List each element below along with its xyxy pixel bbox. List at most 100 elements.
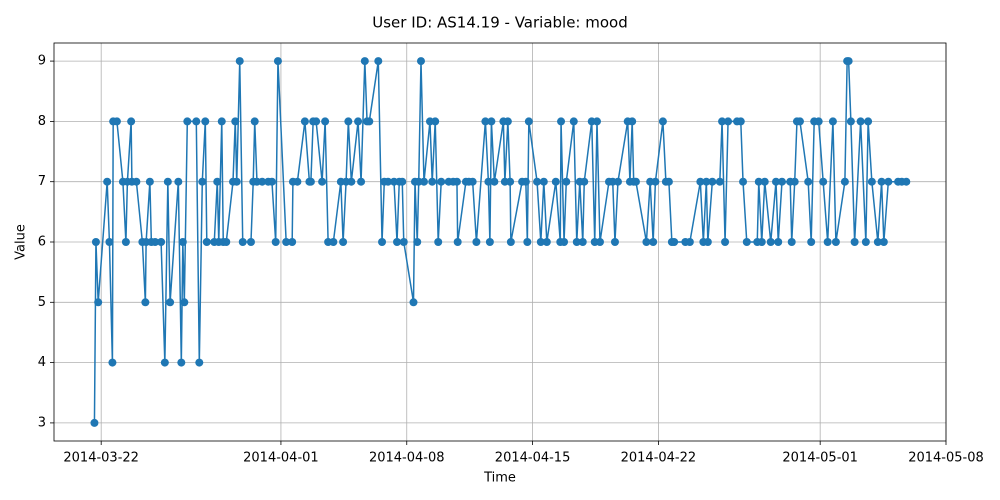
data-point [174,177,183,186]
data-point [94,298,103,307]
data-point [754,177,763,186]
data-point [354,117,363,126]
x-tick-label: 2014-05-01 [782,451,858,466]
data-point [533,177,542,186]
data-point [288,238,297,246]
data-point [840,177,849,186]
data-point [795,117,804,126]
data-point [357,177,366,186]
data-point [828,117,837,126]
data-point [217,117,226,126]
data-point [787,238,796,246]
data-point [484,177,493,186]
data-point [246,238,255,246]
data-point [774,238,783,246]
data-point [844,57,853,66]
data-point [192,117,201,126]
data-point [873,238,882,246]
data-point [580,177,589,186]
data-point [856,117,865,126]
data-point [282,238,291,246]
data-point [487,117,496,126]
data-point [374,57,383,66]
data-point [472,238,481,246]
data-point [163,177,172,186]
data-point [481,117,490,126]
data-point [658,117,667,126]
chart-title: User ID: AS14.19 - Variable: mood [372,14,627,32]
data-point [864,117,873,126]
data-point [378,238,387,246]
data-point [347,177,356,186]
data-point [715,177,724,186]
data-point [145,177,154,186]
data-point [884,177,893,186]
data-point [306,177,315,186]
data-point [344,117,353,126]
data-point [434,238,443,246]
data-point [231,117,240,126]
data-point [506,177,515,186]
data-point [431,117,440,126]
data-point [685,238,694,246]
data-point [267,177,276,186]
data-point [807,238,816,246]
data-point [736,117,745,126]
data-point [384,177,393,186]
data-point [166,298,175,307]
data-point [399,238,408,246]
data-point [721,238,730,246]
data-point [132,177,141,186]
data-point [724,117,733,126]
data-point [703,238,712,246]
data-point [649,238,658,246]
data-point [398,177,407,186]
x-tick-label: 2014-04-15 [495,451,571,466]
data-point [329,238,338,246]
data-point [610,238,619,246]
data-point [877,177,886,186]
data-point [879,238,888,246]
data-point [702,177,711,186]
data-point [578,238,587,246]
data-point [670,238,679,246]
y-tick-label: 7 [38,174,46,189]
data-point [542,238,551,246]
data-point [557,117,566,126]
data-point [814,117,823,126]
data-point [90,418,99,427]
data-point [238,238,247,246]
data-point [160,358,169,367]
data-point [121,238,130,246]
data-point [258,177,267,186]
data-point [521,177,530,186]
data-point [771,177,780,186]
data-point [409,298,418,307]
data-point [312,117,321,126]
data-point [201,117,210,126]
data-point [428,177,437,186]
data-point [503,117,512,126]
plot-frame [53,42,947,442]
data-point [202,238,211,246]
data-point [819,177,828,186]
data-point [183,117,192,126]
data-point [195,358,204,367]
data-point [613,177,622,186]
data-point [867,177,876,186]
data-point [151,238,160,246]
data-point [213,177,222,186]
data-point [222,238,231,246]
y-tick-label: 8 [38,114,46,129]
data-point [631,177,640,186]
data-point [850,238,859,246]
data-point [180,298,189,307]
data-point [178,238,187,246]
data-point [664,177,673,186]
data-point [300,117,309,126]
y-tick-label: 3 [38,415,46,430]
data-point [708,177,717,186]
data-point [141,298,150,307]
